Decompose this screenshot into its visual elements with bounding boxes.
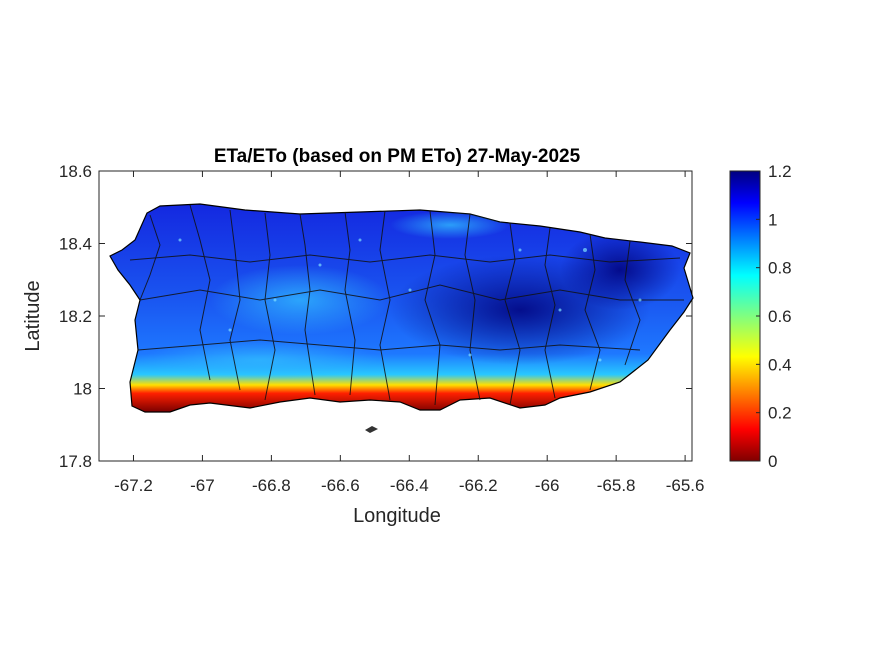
y-axis-label: Latitude xyxy=(22,280,44,351)
colorbar: 1.2 1 0.8 0.6 0.4 0.2 0 xyxy=(729,162,792,471)
colorbar-tick-label: 1 xyxy=(768,210,777,229)
x-axis-ticks: -67.2 -67 -66.8 -66.6 -66.4 -66.2 -66 -65.8 -65.… xyxy=(114,171,704,495)
y-tick-label: 18.2 xyxy=(59,307,92,326)
island-heatmap xyxy=(109,203,694,433)
x-tick-label: -65.8 xyxy=(597,476,636,495)
speckles xyxy=(178,238,642,362)
moderate-zone-north xyxy=(390,211,510,239)
chart-title: ETa/ETo (based on PM ETo) 27-May-2025 xyxy=(214,146,581,167)
colorbar-tick-label: 0.6 xyxy=(768,307,792,326)
colorbar-tick-label: 0.2 xyxy=(768,404,792,423)
islet-caja-de-muerto xyxy=(365,426,378,433)
colorbar-ticks: 1.2 1 0.8 0.6 0.4 0.2 0 xyxy=(756,162,792,471)
x-axis-label: Longitude xyxy=(353,505,441,527)
x-tick-label: -66.6 xyxy=(321,476,360,495)
colorbar-tick-label: 0 xyxy=(768,452,777,471)
y-tick-label: 18.6 xyxy=(59,162,92,181)
y-tick-label: 17.8 xyxy=(59,452,92,471)
y-tick-label: 18.4 xyxy=(59,235,92,254)
x-tick-label: -65.6 xyxy=(666,476,705,495)
x-tick-label: -67 xyxy=(190,476,215,495)
x-tick-label: -66.2 xyxy=(459,476,498,495)
moderate-zone-center xyxy=(210,265,390,335)
moderate-zone-south xyxy=(140,340,380,380)
colorbar-tick-label: 0.4 xyxy=(768,355,792,374)
colorbar-gradient xyxy=(729,170,761,462)
x-tick-label: -66 xyxy=(535,476,560,495)
x-tick-label: -66.8 xyxy=(252,476,291,495)
x-tick-label: -66.4 xyxy=(390,476,429,495)
y-tick-label: 18 xyxy=(73,380,92,399)
y-axis-ticks: 18.6 18.4 18.2 18 17.8 xyxy=(59,162,692,471)
x-tick-label: -67.2 xyxy=(114,476,153,495)
colorbar-tick-label: 1.2 xyxy=(768,162,792,181)
colorbar-tick-label: 0.8 xyxy=(768,259,792,278)
municipal-boundaries xyxy=(129,204,684,406)
